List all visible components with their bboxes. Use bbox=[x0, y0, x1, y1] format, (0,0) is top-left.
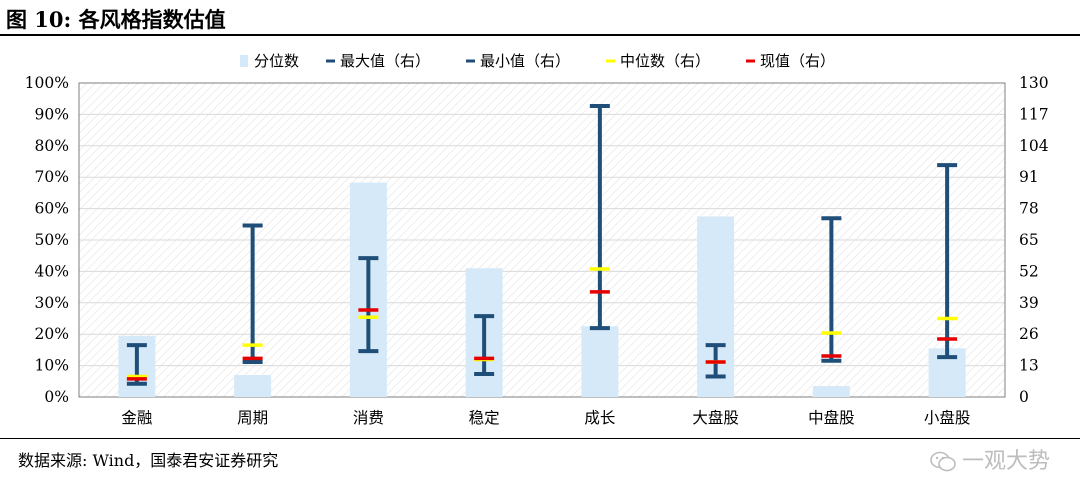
legend-label: 最大值（右） bbox=[340, 52, 430, 70]
plot-area: 0% 10% 20% 30% 40% 50% 60% 70% 80% 90% 100% 0 13 26 39… bbox=[25, 74, 1049, 427]
right-tick-label: 104 bbox=[1019, 137, 1049, 155]
right-tick-label: 78 bbox=[1019, 200, 1039, 218]
left-tick-label: 90% bbox=[35, 105, 69, 123]
left-tick-label: 60% bbox=[35, 200, 69, 218]
left-tick-label: 0% bbox=[44, 388, 69, 406]
title-row: 图 10: 各风格指数估值 bbox=[0, 0, 1080, 36]
category-label: 周期 bbox=[237, 409, 268, 427]
source-row: 数据来源: Wind，国泰君安证券研究 一观大势 bbox=[0, 438, 1080, 500]
category-label: 消费 bbox=[353, 409, 384, 427]
right-tick-label: 39 bbox=[1019, 294, 1039, 312]
category-label: 金融 bbox=[121, 409, 152, 427]
percentile-bar bbox=[234, 375, 272, 397]
legend: 分位数 最大值（右） 最小值（右） 中位数（右） 现值（右） bbox=[240, 52, 835, 70]
legend-swatch bbox=[240, 55, 248, 67]
percentile-bar bbox=[581, 326, 619, 397]
legend-label: 最小值（右） bbox=[480, 52, 570, 70]
right-tick-label: 52 bbox=[1019, 262, 1039, 280]
right-tick-label: 130 bbox=[1019, 74, 1049, 92]
left-tick-label: 10% bbox=[35, 357, 69, 375]
right-tick-label: 91 bbox=[1019, 168, 1039, 186]
category-label: 中盘股 bbox=[808, 408, 855, 427]
chart: 分位数 最大值（右） 最小值（右） 中位数（右） 现值（右） 0% 10% 20% 30% 40… bbox=[25, 52, 1049, 427]
source-note: 数据来源: Wind，国泰君安证券研究 bbox=[18, 451, 279, 470]
left-tick-label: 50% bbox=[35, 231, 69, 249]
percentile-bar bbox=[812, 386, 850, 397]
left-tick-label: 20% bbox=[35, 325, 69, 343]
category-label: 大盘股 bbox=[692, 408, 739, 427]
right-tick-label: 65 bbox=[1019, 231, 1039, 249]
left-tick-label: 100% bbox=[25, 74, 69, 92]
chart-title: 图 10: 各风格指数估值 bbox=[6, 7, 226, 32]
wechat-icon bbox=[930, 451, 956, 472]
category-label: 小盘股 bbox=[924, 408, 971, 427]
right-tick-label: 0 bbox=[1019, 388, 1029, 406]
watermark: 一观大势 bbox=[930, 443, 1050, 475]
left-tick-label: 70% bbox=[35, 168, 69, 186]
left-tick-label: 80% bbox=[35, 137, 69, 155]
legend-label: 现值（右） bbox=[760, 52, 835, 70]
right-tick-label: 13 bbox=[1019, 357, 1039, 375]
watermark-text: 一观大势 bbox=[961, 449, 1050, 474]
category-label: 成长 bbox=[584, 409, 615, 427]
right-tick-label: 117 bbox=[1019, 105, 1049, 123]
left-tick-label: 40% bbox=[35, 262, 69, 280]
category-label: 稳定 bbox=[469, 409, 500, 427]
legend-label: 分位数 bbox=[254, 52, 299, 70]
right-tick-label: 26 bbox=[1019, 325, 1039, 343]
left-tick-label: 30% bbox=[35, 294, 69, 312]
legend-label: 中位数（右） bbox=[620, 52, 710, 70]
plot-frame bbox=[78, 82, 1006, 398]
